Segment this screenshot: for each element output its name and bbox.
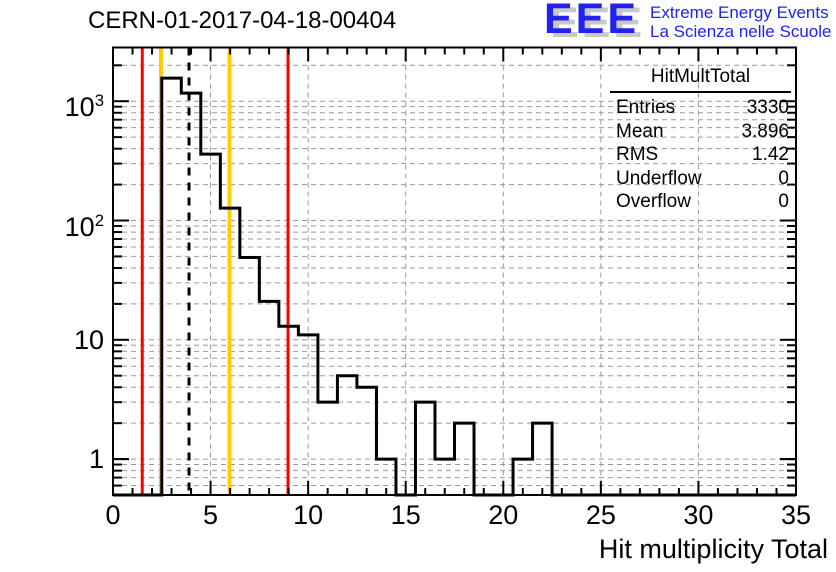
y-tick-label-10: 10 <box>73 324 104 355</box>
logo-text-line1: Extreme Energy Events <box>650 3 829 22</box>
x-tick-label-35: 35 <box>780 500 812 530</box>
y-tick-exponent: 2 <box>94 210 104 230</box>
y-tick-label-1000: 103 <box>64 91 104 123</box>
x-tick-label-30: 30 <box>683 500 714 530</box>
plot-frame <box>112 46 797 496</box>
stats-value: 0 <box>778 191 789 212</box>
stats-label: Underflow <box>616 167 702 189</box>
axis-ticks <box>113 47 796 495</box>
logo-text-line2: La Scienza nelle Scuole <box>650 22 832 41</box>
stats-label: Overflow <box>616 191 691 212</box>
stats-value: 1.42 <box>752 144 789 165</box>
stats-label: RMS <box>616 144 659 165</box>
stats-row-rms: RMS 1.42 <box>610 143 791 167</box>
x-tick-label-15: 15 <box>390 500 421 530</box>
eee-logo: EEE <box>544 0 640 43</box>
stats-value: 3330 <box>746 97 789 118</box>
stats-box: HitMultTotal Entries 3330 Mean 3.896 RMS… <box>610 66 791 214</box>
chart-title: CERN-01-2017-04-18-00404 <box>88 7 397 34</box>
x-tick-label-0: 0 <box>105 500 121 530</box>
x-tick-label-20: 20 <box>488 500 519 530</box>
y-tick-exponent: 3 <box>94 91 104 111</box>
stats-row-entries: Entries 3330 <box>610 96 791 120</box>
stats-label: Entries <box>616 97 676 118</box>
stats-label: Mean <box>616 120 664 142</box>
x-tick-label-10: 10 <box>293 500 324 530</box>
y-tick-label-100: 102 <box>64 210 104 242</box>
x-axis-title: Hit multiplicity Total <box>598 534 828 564</box>
stats-row-mean: Mean 3.896 <box>610 120 791 144</box>
stats-title: HitMultTotal <box>610 66 791 93</box>
stats-row-underflow: Underflow 0 <box>610 167 791 191</box>
marker-lines <box>140 47 290 495</box>
grid-lines <box>113 47 796 495</box>
stats-value: 3.896 <box>741 120 789 142</box>
x-tick-label-25: 25 <box>585 500 616 530</box>
x-tick-label-5: 5 <box>203 500 219 530</box>
y-tick-label-1: 1 <box>88 444 104 475</box>
stats-value: 0 <box>778 167 789 189</box>
stats-row-overflow: Overflow 0 <box>610 190 791 214</box>
